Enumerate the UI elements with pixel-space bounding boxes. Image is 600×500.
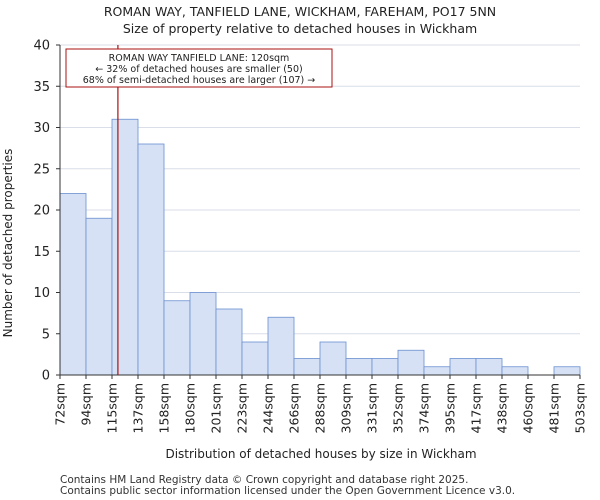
y-tick-label: 35 bbox=[33, 80, 50, 95]
bar bbox=[345, 358, 373, 376]
y-axis-label: Number of detached properties bbox=[1, 149, 15, 338]
x-tick-label: 352sqm bbox=[391, 383, 406, 433]
chart-title: ROMAN WAY, TANFIELD LANE, WICKHAM, FAREH… bbox=[103, 4, 497, 19]
x-tick-label: 94sqm bbox=[79, 383, 94, 426]
footer-line-1: Contains HM Land Registry data © Crown c… bbox=[60, 474, 469, 486]
x-tick-label: 460sqm bbox=[521, 383, 536, 433]
x-axis-label: Distribution of detached houses by size … bbox=[165, 447, 476, 461]
y-tick-label: 10 bbox=[33, 286, 50, 301]
bar bbox=[423, 366, 451, 376]
x-tick-label: 115sqm bbox=[105, 383, 120, 433]
footer-line-2: Contains public sector information licen… bbox=[60, 485, 516, 497]
annotation-line-2: ← 32% of detached houses are smaller (50… bbox=[95, 64, 302, 75]
bar bbox=[319, 341, 347, 376]
bar bbox=[293, 358, 321, 376]
bar bbox=[449, 358, 477, 376]
bar bbox=[267, 316, 295, 376]
bar bbox=[163, 300, 191, 376]
bar bbox=[241, 341, 269, 376]
y-tick-label: 15 bbox=[33, 245, 50, 260]
bar bbox=[215, 308, 243, 376]
y-tick-label: 40 bbox=[33, 39, 50, 54]
x-tick-label: 288sqm bbox=[313, 383, 328, 433]
x-tick-label: 503sqm bbox=[573, 383, 588, 433]
x-tick-label: 223sqm bbox=[235, 383, 250, 433]
x-tick-label: 266sqm bbox=[287, 383, 302, 433]
y-tick-label: 5 bbox=[42, 327, 50, 342]
y-tick-label: 25 bbox=[33, 162, 50, 177]
x-tick-label: 417sqm bbox=[469, 383, 484, 433]
x-tick-label: 374sqm bbox=[417, 383, 432, 433]
annotation-box: ROMAN WAY TANFIELD LANE: 120sqm ← 32% of… bbox=[65, 48, 333, 88]
x-tick-label: 180sqm bbox=[183, 383, 198, 433]
x-tick-label: 331sqm bbox=[365, 383, 380, 433]
x-tick-label: 137sqm bbox=[131, 383, 146, 433]
chart-subtitle: Size of property relative to detached ho… bbox=[122, 21, 478, 36]
x-tick-label: 481sqm bbox=[547, 383, 562, 433]
bar bbox=[371, 358, 399, 376]
annotation-line-3: 68% of semi-detached houses are larger (… bbox=[83, 75, 316, 86]
x-tick-label: 395sqm bbox=[443, 383, 458, 433]
y-tick-label: 0 bbox=[42, 369, 50, 384]
x-tick-label: 244sqm bbox=[261, 383, 276, 433]
bar bbox=[475, 358, 503, 376]
x-tick-label: 201sqm bbox=[209, 383, 224, 433]
x-tick-label: 309sqm bbox=[339, 383, 354, 433]
bar bbox=[397, 349, 425, 376]
bar bbox=[189, 292, 217, 376]
annotation-line-1: ROMAN WAY TANFIELD LANE: 120sqm bbox=[109, 53, 290, 64]
y-tick-label: 30 bbox=[33, 121, 50, 136]
bar bbox=[59, 193, 87, 376]
bar bbox=[111, 118, 139, 376]
bar bbox=[137, 143, 165, 376]
y-tick-label: 20 bbox=[33, 204, 50, 219]
x-tick-label: 72sqm bbox=[53, 383, 68, 426]
bar bbox=[553, 366, 581, 376]
bar bbox=[85, 217, 113, 376]
x-tick-label: 438sqm bbox=[495, 383, 510, 433]
x-tick-label: 158sqm bbox=[157, 383, 172, 433]
bar bbox=[501, 366, 529, 376]
